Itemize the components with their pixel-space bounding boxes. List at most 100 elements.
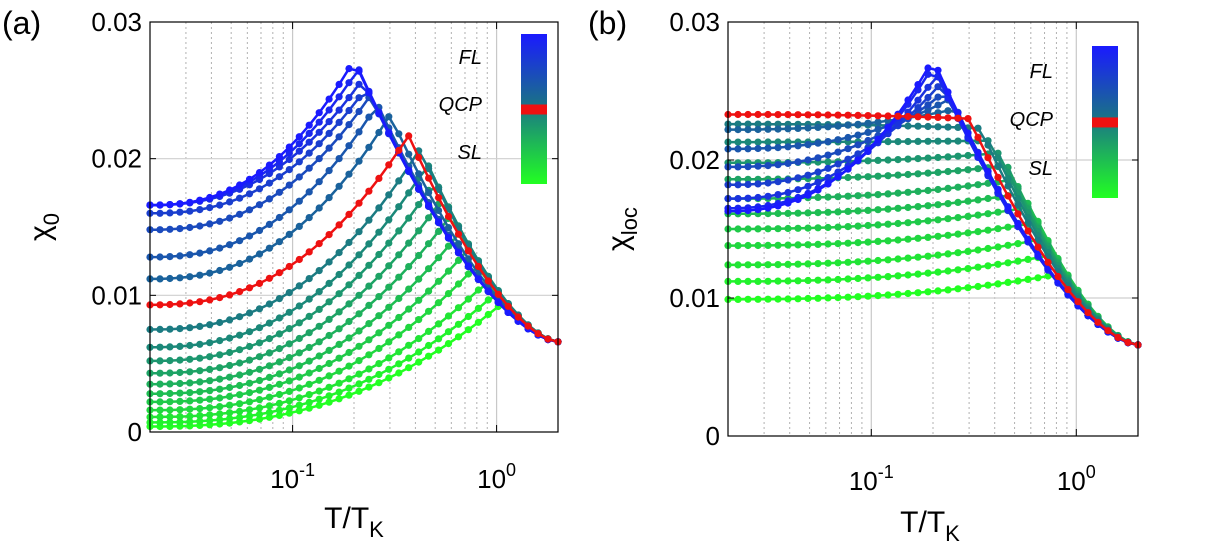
curves-b [724, 64, 1142, 349]
data-point [874, 206, 882, 214]
data-point [435, 254, 443, 262]
data-point [166, 343, 174, 351]
data-point [914, 187, 922, 195]
data-point [365, 187, 373, 195]
data-point [295, 407, 303, 415]
data-point [226, 361, 234, 370]
data-point [275, 399, 283, 407]
data-point [904, 235, 912, 243]
data-point [236, 259, 244, 268]
data-point [954, 249, 962, 257]
data-point [355, 327, 363, 335]
data-point [914, 203, 922, 211]
data-point [1024, 227, 1032, 235]
data-point [924, 93, 932, 102]
data-point [236, 313, 244, 321]
data-point [295, 255, 303, 264]
data-point [844, 111, 852, 119]
data-point [794, 277, 802, 285]
data-point [974, 133, 982, 141]
data-point [904, 271, 912, 279]
data-point [385, 354, 393, 362]
data-point [1024, 235, 1032, 243]
data-point [166, 389, 174, 398]
data-point [814, 209, 822, 217]
data-point [844, 293, 852, 301]
data-point [934, 83, 942, 91]
data-point [984, 244, 992, 253]
data-point [784, 125, 792, 133]
data-point [464, 247, 472, 255]
data-point [1014, 240, 1022, 248]
data-point [335, 325, 343, 333]
data-point [774, 144, 782, 152]
data-point [934, 101, 942, 109]
data-point [275, 390, 283, 399]
data-point [186, 207, 194, 215]
data-point [964, 247, 972, 255]
series-SL-1 [724, 120, 1142, 349]
data-point [894, 219, 902, 228]
data-point [854, 293, 862, 301]
data-point [914, 137, 922, 145]
data-point [754, 110, 762, 119]
data-point [764, 225, 772, 233]
series-QCP [724, 110, 1142, 349]
data-point [954, 137, 962, 145]
data-point [375, 293, 383, 301]
data-point [255, 305, 264, 313]
data-point [335, 93, 343, 101]
data-point [355, 387, 363, 395]
data-point [325, 144, 333, 152]
data-point [904, 254, 912, 262]
data-point [395, 177, 403, 185]
data-point [454, 248, 463, 257]
data-point [385, 239, 393, 247]
data-point [944, 167, 952, 176]
data-point [834, 136, 842, 144]
data-point [156, 418, 164, 426]
data-point [186, 223, 194, 232]
data-point [474, 286, 482, 294]
data-point [734, 175, 742, 183]
data-point [315, 305, 323, 313]
data-point [1034, 274, 1042, 282]
data-point [464, 312, 472, 321]
data-point [934, 268, 942, 276]
data-point [964, 229, 972, 237]
data-point [444, 340, 453, 348]
data-point [186, 397, 194, 405]
data-point [206, 416, 214, 425]
data-point [196, 405, 204, 413]
data-point [166, 406, 174, 414]
data-point [385, 321, 393, 329]
data-point [385, 129, 393, 137]
data-point [226, 409, 234, 417]
data-point [186, 299, 194, 307]
data-point [196, 367, 204, 375]
data-point [345, 238, 353, 247]
data-point [884, 112, 892, 120]
data-point [186, 355, 194, 363]
data-point [774, 161, 782, 169]
data-point [435, 227, 443, 235]
data-point [844, 165, 852, 173]
data-point [335, 354, 343, 362]
data-point [754, 225, 762, 233]
data-point [285, 409, 293, 417]
data-point [764, 120, 772, 128]
data-point [834, 193, 842, 201]
data-point [474, 275, 482, 283]
data-point [864, 257, 872, 265]
data-point [415, 201, 423, 209]
data-point [844, 155, 852, 163]
panel-a: 0 0.01 0.02 0.03 10-1 100 T/TK χ0 FL QCP… [24, 7, 562, 541]
data-point [435, 206, 443, 215]
data-point [794, 295, 802, 303]
x-tick-labels-b: 10-1 100 [849, 462, 1096, 496]
data-point [435, 218, 443, 226]
data-point [814, 178, 822, 186]
data-point [804, 111, 812, 119]
data-point [226, 415, 234, 423]
data-point [325, 106, 333, 114]
